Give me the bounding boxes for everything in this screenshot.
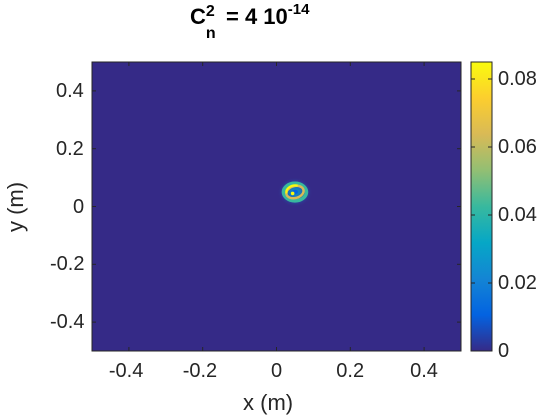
feature-peak-spot [290, 191, 295, 196]
feature-ring-outer [281, 181, 309, 203]
title-superscript: 2 [205, 3, 215, 20]
y-tick-label: 0.2 [56, 137, 84, 160]
title-exponent: -14 [287, 1, 310, 18]
colorbar-tick-label: 0 [498, 340, 510, 362]
colorbar-tick-label: 0.02 [498, 272, 537, 294]
title-base: C [190, 4, 206, 29]
x-tick-label: -0.4 [108, 360, 144, 382]
y-axis-label: y (m) [3, 181, 28, 233]
colorbar-tick-label: 0.04 [498, 204, 537, 226]
heatmap-background [92, 62, 461, 351]
colorbar-frame [470, 61, 493, 352]
y-tick-label: -0.4 [50, 311, 85, 334]
x-tick-label: -0.2 [182, 360, 218, 382]
feature-peak-arc [285, 184, 298, 194]
x-tick-label: 0.2 [336, 360, 365, 382]
x-axis-label: x (m) [243, 390, 294, 415]
y-tick-label: -0.2 [50, 253, 85, 276]
colorbar-tick-label: 0.08 [498, 68, 537, 90]
x-tick-label: 0.4 [410, 360, 438, 382]
title-subscript: n [205, 25, 216, 42]
title-equals: = 4 10 [219, 4, 288, 29]
colorbar [471, 62, 492, 351]
y-tick-label: 0.4 [56, 79, 84, 102]
colorbar-tick-label: 0.06 [498, 136, 537, 158]
x-tick-label: 0 [271, 360, 283, 382]
y-tick-label: 0 [73, 195, 85, 218]
